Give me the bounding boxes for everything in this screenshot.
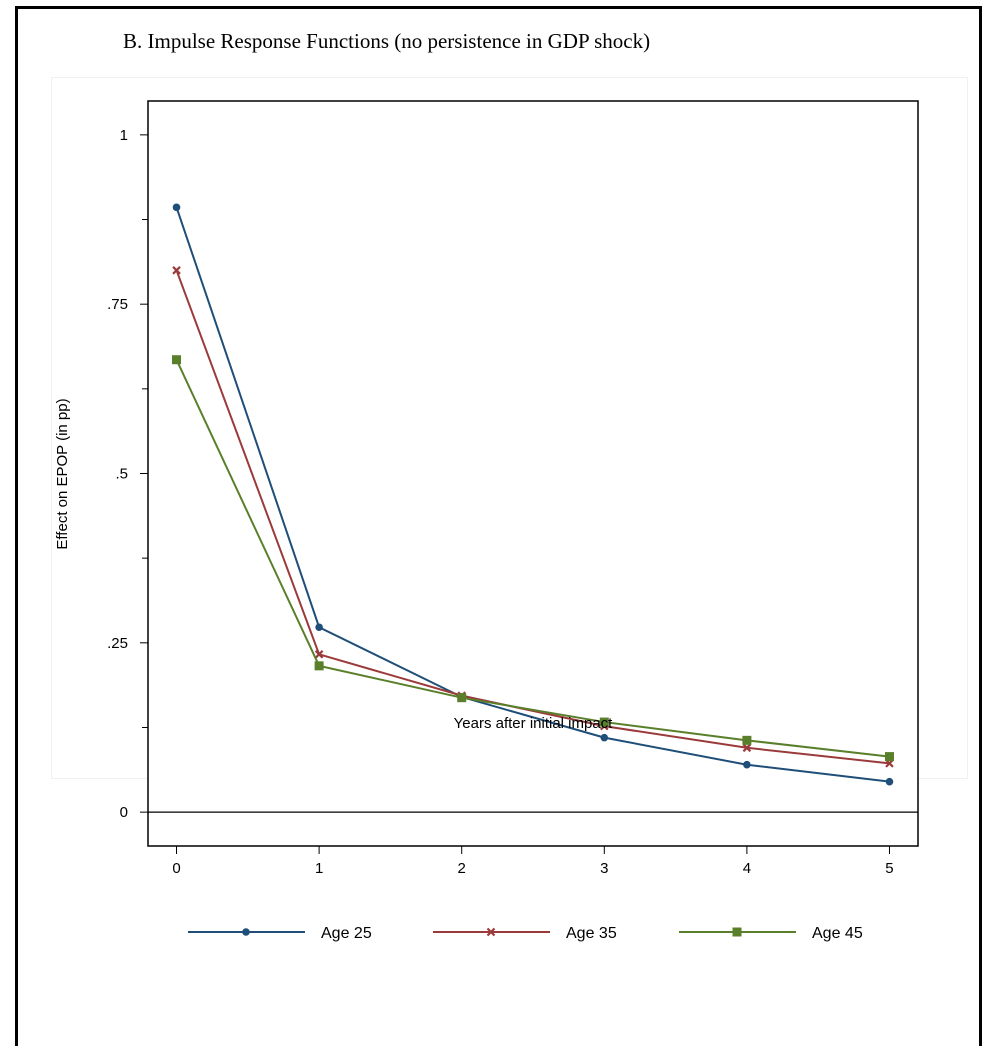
data-point [172,355,182,365]
legend-item: Age 45 [679,925,863,942]
legend-marker [732,927,742,937]
data-point [742,743,752,753]
x-tick-label: 3 [600,860,608,877]
series-line [175,269,890,765]
data-point [600,733,609,742]
y-axis: 0 .25 .5 .75 1 [107,127,148,821]
data-point [314,650,324,659]
data-point [884,752,894,762]
data-point [315,623,323,632]
series-1 [172,203,894,786]
legend-label: Age 35 [566,925,617,942]
y-tick-label: .5 [115,466,128,483]
legend: Age 25 Age 35 Age 45 [188,925,863,942]
data-point [742,735,752,745]
legend-item: Age 35 [433,925,617,942]
legend-label: Age 25 [321,925,372,942]
y-tick-label: 1 [120,127,128,144]
x-tick-label: 1 [315,860,323,877]
panel-title: B. Impulse Response Functions (no persis… [123,29,651,53]
series-line [175,207,890,783]
x-tick-label: 0 [172,860,180,877]
series-3 [172,355,894,762]
x-axis: 0 1 2 3 4 5 [172,846,894,877]
y-tick-label: .75 [107,296,128,313]
data-point [885,777,894,786]
legend-marker [242,928,250,936]
plot-area [147,100,919,847]
data-point [172,203,181,212]
y-tick-label: 0 [120,804,128,821]
x-tick-label: 4 [743,860,751,877]
x-tick-label: 5 [885,860,893,877]
data-point [314,661,324,671]
series-line [175,359,890,758]
legend-item: Age 25 [188,925,372,942]
y-axis-title: Effect on EPOP (in pp) [54,398,71,549]
legend-label: Age 45 [812,925,863,942]
data-point [457,693,467,703]
data-point [743,760,751,769]
y-tick-label: .25 [107,635,128,652]
data-point [599,717,609,727]
data-point [172,266,181,275]
x-axis-title: Years after initial impact [454,715,614,732]
series-group [172,203,894,786]
legend-marker [486,927,496,937]
x-tick-label: 2 [458,860,466,877]
